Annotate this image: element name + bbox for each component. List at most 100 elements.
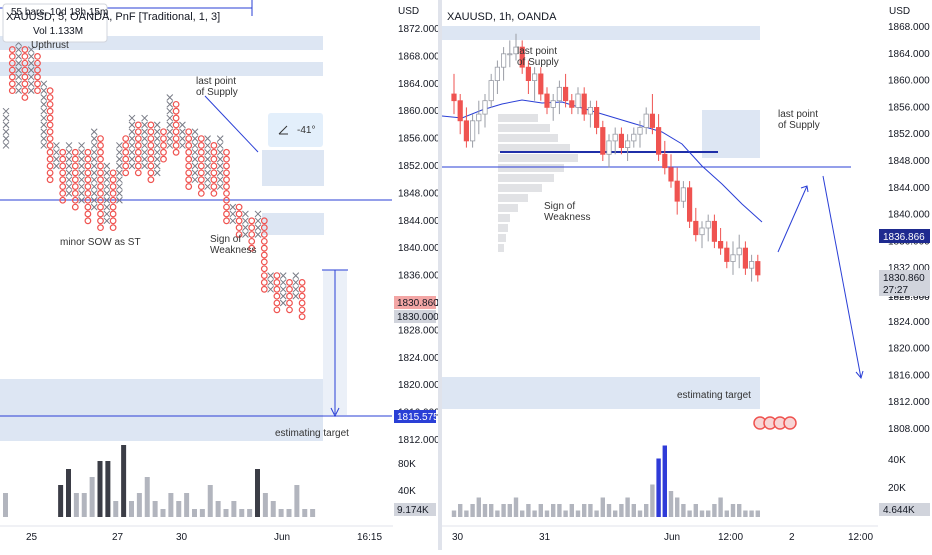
candle: [686, 181, 693, 228]
pnf-x-mark: [65, 162, 73, 170]
pnf-o-mark: [21, 87, 29, 95]
pnf-column-x: [141, 114, 148, 170]
pnf-o-mark: [147, 148, 155, 156]
candle-body: [618, 133, 624, 148]
pnf-column-x: [191, 128, 199, 184]
pnf-o-mark: [147, 128, 155, 136]
candle-body: [463, 120, 470, 142]
sign-of-weakness-label-2: Weakness: [544, 212, 591, 223]
pnf-x-mark: [53, 162, 60, 170]
event-flag-icon[interactable]: [783, 416, 797, 430]
x-tick-label: 27: [112, 532, 124, 543]
pnf-x-mark: [90, 135, 98, 142]
pnf-x-mark: [2, 142, 10, 149]
hourly-chart-panel[interactable]: USD 1868.000 1864.000 1860.000 1856.000 1852.…: [441, 0, 932, 550]
volume-bar: [3, 493, 8, 517]
candle-body: [680, 187, 686, 202]
pnf-o-mark: [34, 80, 41, 88]
y-tick-label: 1840.000: [398, 243, 438, 254]
pnf-chart[interactable]: USD 1872.000 1868.000 1864.000 1860.000 1856.…: [0, 0, 440, 550]
pnf-chart-panel[interactable]: USD 1872.000 1868.000 1864.000 1860.000 1856.…: [0, 0, 440, 550]
pnf-o-mark: [109, 176, 117, 184]
volume-tag: [394, 503, 436, 516]
candle: [724, 241, 730, 269]
candlestick-chart[interactable]: USD 1868.000 1864.000 1860.000 1856.000 1852.…: [441, 0, 932, 550]
pnf-x-mark: [116, 142, 123, 149]
volume-bar: [144, 477, 150, 517]
pnf-o-mark: [84, 189, 92, 197]
y-tick-label: 1824.000: [888, 317, 930, 328]
pnf-o-mark: [97, 196, 104, 204]
candle-body: [674, 180, 680, 202]
candle-body: [612, 133, 618, 142]
candle: [469, 114, 476, 148]
ma-price-tag: [879, 229, 930, 243]
volume-bar: [113, 501, 119, 517]
pnf-x-mark: [166, 94, 174, 101]
volume-bar: [538, 504, 543, 517]
volume-tick-label: 20K: [888, 483, 906, 494]
pnf-x-mark: [116, 155, 123, 163]
pnf-o-mark: [97, 176, 104, 184]
box-price-text: 1830.000: [397, 312, 438, 323]
pnf-x-mark: [128, 128, 136, 136]
volume-bar: [507, 504, 512, 517]
candle-body: [705, 220, 711, 229]
pnf-o-mark: [286, 279, 293, 286]
pnf-column-x: [40, 80, 48, 149]
pnf-o-mark: [71, 203, 79, 211]
pnf-x-mark: [191, 155, 199, 163]
pnf-o-mark: [172, 135, 180, 143]
pnf-o-mark: [84, 217, 92, 225]
pnf-x-mark: [204, 169, 211, 177]
volume-bar: [575, 510, 581, 517]
pnf-o-mark: [134, 148, 142, 156]
pnf-x-mark: [103, 190, 111, 197]
volume-bar: [501, 504, 506, 517]
volume-bar: [606, 504, 612, 517]
candle: [463, 107, 470, 148]
pnf-o-mark: [235, 231, 243, 238]
pnf-o-mark: [84, 196, 92, 204]
pnf-x-mark: [279, 279, 287, 286]
pnf-o-mark: [147, 155, 155, 163]
y-tick-label: 1844.000: [888, 183, 930, 194]
volume-bar: [451, 510, 457, 517]
volume-tick-label: 80K: [398, 459, 416, 470]
pnf-x-mark: [141, 135, 148, 142]
candle: [532, 67, 538, 101]
panel-divider[interactable]: [438, 0, 442, 550]
moving-average-line: [441, 99, 763, 223]
pnf-o-mark: [185, 135, 193, 143]
candle-body: [581, 93, 587, 115]
volume-bar: [526, 504, 531, 517]
pnf-column-x: [153, 121, 161, 177]
candle: [674, 167, 680, 215]
pnf-o-mark: [59, 196, 67, 204]
pnf-o-mark: [147, 135, 155, 143]
last-price-tag: [879, 270, 930, 296]
candle-body: [550, 100, 556, 108]
x-tick-label: 12:00: [848, 532, 873, 543]
candle-body: [532, 73, 538, 82]
pnf-column-o: [260, 217, 268, 293]
pnf-o-mark: [273, 272, 281, 280]
volume-bar: [513, 497, 519, 517]
pnf-o-mark: [8, 87, 16, 95]
pnf-x-mark: [78, 155, 85, 163]
volume-bar: [136, 493, 142, 517]
target-price-text: 1815.575: [397, 412, 438, 423]
candle-body: [544, 93, 550, 108]
minor-sow-label: minor SOW as ST: [60, 237, 141, 248]
candle-body: [711, 220, 718, 242]
x-tick-label: 30: [176, 532, 188, 543]
pnf-x-mark: [90, 162, 98, 170]
volume-bar: [464, 510, 469, 517]
volume-profile-bar: [498, 174, 554, 182]
pnf-x-mark: [179, 135, 186, 142]
pnf-o-mark: [122, 155, 130, 163]
pnf-o-mark: [286, 285, 293, 293]
pnf-o-mark: [298, 306, 306, 314]
volume-bar: [199, 509, 205, 517]
candle: [748, 254, 755, 282]
